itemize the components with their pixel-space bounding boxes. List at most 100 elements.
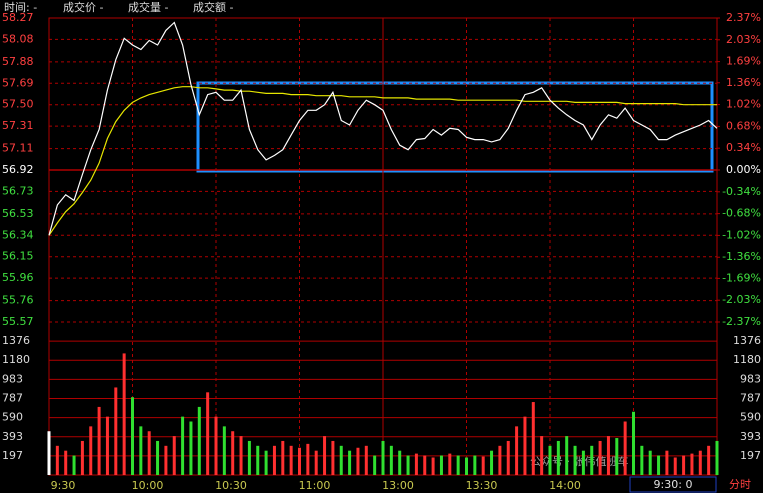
volume-bar xyxy=(648,450,652,475)
volume-bar xyxy=(206,392,210,475)
volume-bar xyxy=(289,445,293,475)
y2-tick-label: -0.68% xyxy=(722,207,761,220)
volume-bar xyxy=(181,416,185,475)
y-tick-label: 1180 xyxy=(2,353,30,366)
y-tick-label: 58.08 xyxy=(2,32,34,45)
volume-bar xyxy=(682,455,686,475)
volume-bar xyxy=(473,455,477,475)
volume-bar xyxy=(590,445,594,475)
volume-bar xyxy=(540,436,544,475)
tab[interactable]: 分时 xyxy=(729,478,751,491)
volume-bar xyxy=(481,456,485,475)
volume-bar xyxy=(657,455,661,475)
y2-tick-label: -0.34% xyxy=(722,185,761,198)
header-field: 成交价 - xyxy=(63,0,103,14)
volume-bar xyxy=(164,445,168,475)
status-box xyxy=(629,476,717,493)
volume-bar xyxy=(72,455,76,475)
volume-bar xyxy=(247,440,251,475)
y2-tick-label: 983 xyxy=(740,372,761,385)
header-field: 时间: - xyxy=(4,1,37,14)
volume-bar xyxy=(80,440,84,475)
volume-bar xyxy=(306,443,310,475)
y-tick-label: 787 xyxy=(2,391,23,404)
volume-bar xyxy=(131,397,134,475)
volume-bar xyxy=(556,440,560,475)
y2-tick-label: 1.69% xyxy=(726,55,761,68)
volume-bar xyxy=(490,450,494,475)
y2-tick-label: 1180 xyxy=(733,353,761,366)
y-tick-label: 57.11 xyxy=(2,142,34,155)
y-tick-label: 197 xyxy=(2,449,23,462)
volume-bar xyxy=(715,440,719,475)
volume-bar xyxy=(356,447,360,475)
volume-bar xyxy=(414,453,418,475)
volume-bar xyxy=(615,438,619,475)
x-tick-label: 9:30 xyxy=(51,479,76,492)
y-tick-label: 57.69 xyxy=(2,76,34,89)
volume-bar xyxy=(523,416,527,475)
volume-bar xyxy=(55,445,59,475)
y-tick-label: 56.73 xyxy=(2,184,34,197)
volume-bar xyxy=(548,445,552,475)
volume-bar xyxy=(156,440,160,475)
y-tick-label: 55.57 xyxy=(2,315,34,328)
y2-tick-label: 197 xyxy=(740,449,761,462)
volume-bar xyxy=(264,450,268,475)
volume-bar xyxy=(47,431,51,475)
volume-bar xyxy=(598,440,602,475)
volume-bar xyxy=(573,445,577,475)
volume-bar xyxy=(139,426,143,475)
y2-tick-label: 2.37% xyxy=(726,11,761,24)
y2-tick-label: -1.02% xyxy=(722,228,761,241)
volume-bar xyxy=(423,455,427,475)
x-tick-label: 14:00 xyxy=(549,479,581,492)
status-time: 9:30: 0 xyxy=(654,478,693,491)
y-tick-label: 393 xyxy=(2,430,23,443)
y-tick-label: 56.34 xyxy=(2,228,34,241)
y-tick-label: 57.31 xyxy=(2,119,34,132)
volume-bar xyxy=(623,421,627,475)
y-tick-label: 590 xyxy=(2,411,23,424)
volume-bar xyxy=(640,445,644,475)
x-tick-label: 10:30 xyxy=(215,479,247,492)
y2-tick-label: 590 xyxy=(740,411,761,424)
y2-tick-label: 0.34% xyxy=(726,141,761,154)
volume-bar xyxy=(214,416,218,475)
header: 时间: - 成交价 - 成交量 - 成交额 - xyxy=(4,0,233,14)
y2-tick-label: 1.36% xyxy=(726,76,761,89)
y-tick-label: 1376 xyxy=(2,334,30,347)
highlight-box xyxy=(196,81,714,173)
volume-bar xyxy=(698,450,702,475)
price-line xyxy=(48,21,718,236)
volume-bar xyxy=(606,436,610,475)
volume-bar xyxy=(189,421,193,475)
volume-bar xyxy=(381,440,385,475)
volume-bar xyxy=(89,426,93,475)
y2-tick-label: 0.00% xyxy=(726,163,761,176)
volume-bar xyxy=(506,440,510,475)
volume-bar xyxy=(97,406,101,475)
watermark: 公众号 · 张伟值班车 xyxy=(530,454,629,468)
volume-bar xyxy=(431,457,435,475)
x-tick-label: 10:00 xyxy=(132,479,164,492)
volume-bar xyxy=(323,436,327,475)
volume-bar xyxy=(498,445,502,475)
header-field: 成交额 - xyxy=(193,0,233,14)
volume-bar xyxy=(197,406,201,475)
volume-bar xyxy=(673,457,677,475)
header-field: 成交量 - xyxy=(128,0,168,14)
y2-tick-label: 1.02% xyxy=(726,98,761,111)
x-tick-label: 13:30 xyxy=(466,479,498,492)
volume-bar xyxy=(690,453,694,475)
volume-bar xyxy=(122,353,126,475)
volume-bar xyxy=(331,440,335,475)
volume-bar xyxy=(281,440,285,475)
volume-bar xyxy=(256,445,260,475)
volume-bar xyxy=(105,416,109,475)
volume-bar xyxy=(448,453,452,475)
volume-bar xyxy=(439,455,443,475)
volume-bar xyxy=(364,445,368,475)
y2-tick-label: 393 xyxy=(740,430,761,443)
